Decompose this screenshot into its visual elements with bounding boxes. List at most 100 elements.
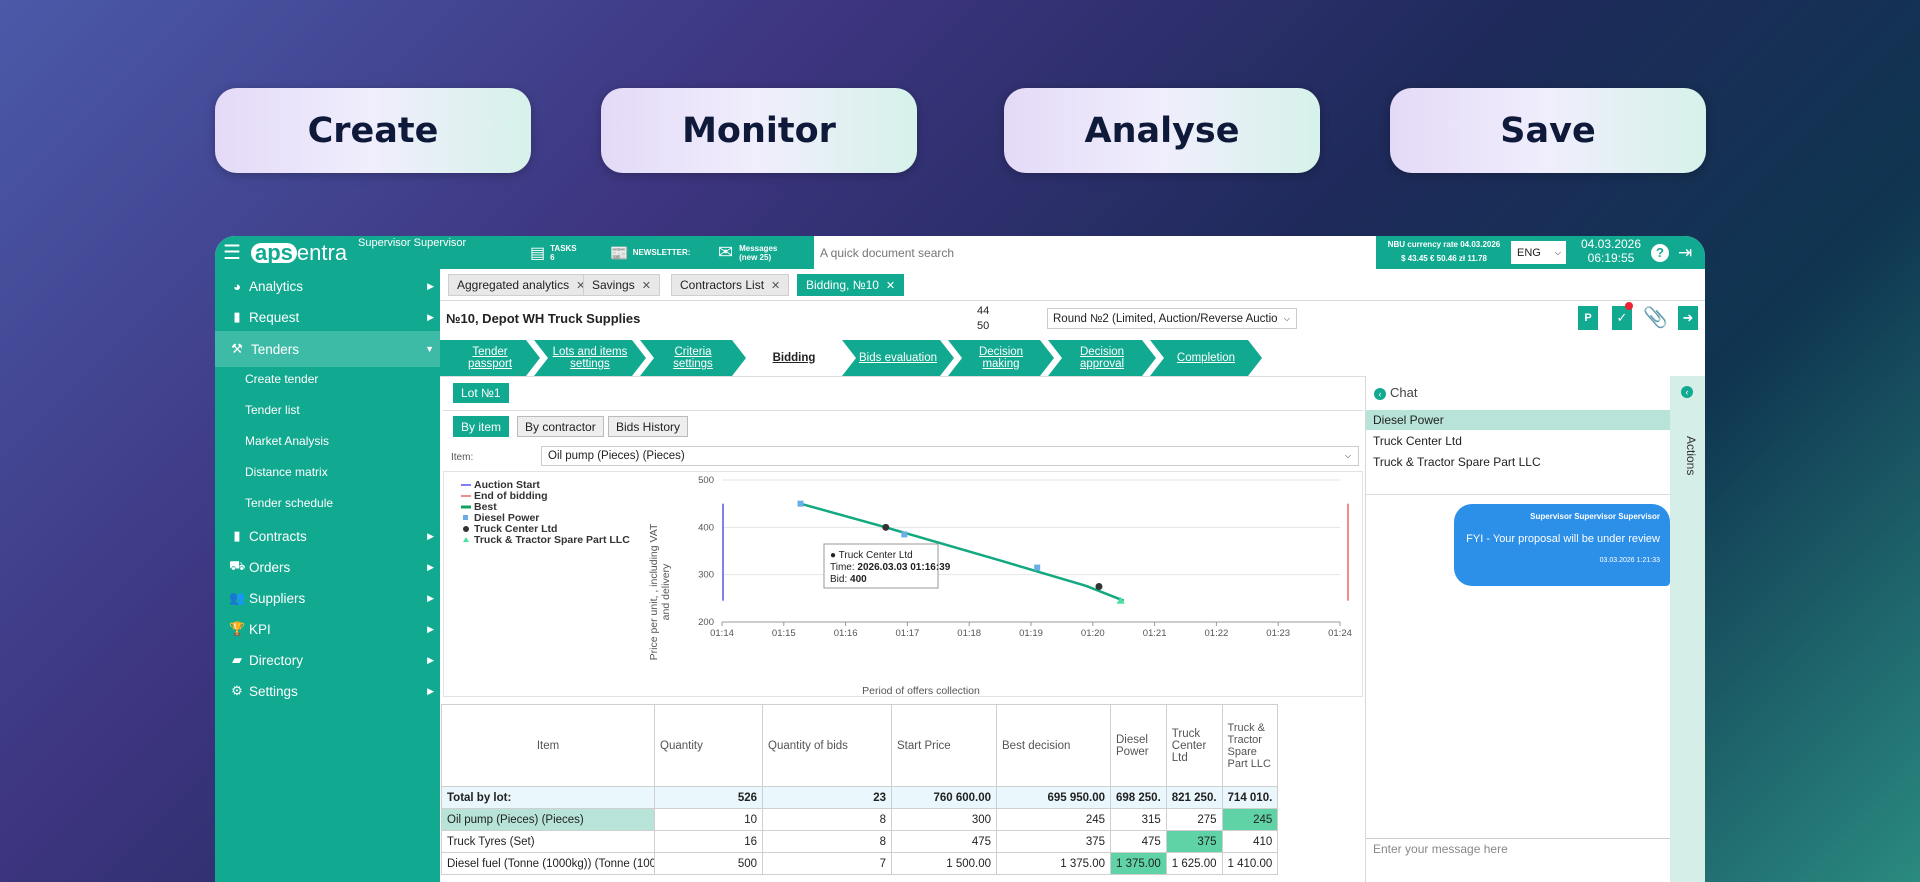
th-quantity-bids: Quantity of bids — [762, 704, 892, 787]
pdf-icon[interactable]: P — [1578, 306, 1598, 330]
chat-contact[interactable]: Truck Center Ltd — [1373, 434, 1462, 448]
chart-container: Auction Start End of bidding Best Diesel… — [443, 471, 1363, 697]
pie-chart-icon: ◕ — [233, 278, 241, 294]
chat-message-input[interactable]: Enter your message here — [1366, 838, 1671, 882]
legend-best: Best — [474, 501, 497, 513]
chat-contact[interactable]: Diesel Power — [1366, 410, 1671, 430]
sidebar-item-request[interactable]: ▮ Request ▶ — [215, 300, 440, 334]
envelope-icon: ✉ — [718, 242, 734, 262]
user-name: Supervisor Supervisor — [358, 237, 467, 249]
sidebar-item-settings[interactable]: ⚙ Settings ▶ — [215, 674, 440, 708]
tab-bidding[interactable]: Bidding, №10 ✕ — [797, 274, 905, 296]
sidebar-item-suppliers[interactable]: 👥 Suppliers ▶ — [229, 590, 434, 606]
analyse-button[interactable]: Analyse — [1004, 88, 1320, 173]
table-row[interactable]: Diesel fuel (Tonne (1000kg)) (Tonne (100… — [441, 852, 1279, 875]
y-tick-label: 300 — [698, 570, 714, 581]
item-select[interactable]: Oil pump (Pieces) (Pieces) ⌵ — [541, 446, 1359, 466]
currency-rate: NBU currency rate 04.03.2026 $ 43.45 € 50… — [1387, 240, 1501, 263]
table-row-total: Total by lot: 526 23 760 600.00 695 950.00 69… — [441, 786, 1279, 809]
svg-text:● Truck Center Ltd: ● Truck Center Ltd — [830, 550, 913, 561]
view-by-contractor[interactable]: By contractor — [517, 416, 604, 437]
app-window: ☰ aps entra Supervisor Supervisor ▤ TASKS… — [215, 236, 1705, 882]
step-tender-passport[interactable]: Tender passport — [440, 340, 540, 376]
bids-table: Item Quantity Quantity of bids Start Pri… — [441, 704, 1279, 875]
chat-title: ‹ Chat — [1374, 385, 1417, 400]
close-icon[interactable]: ✕ — [641, 279, 651, 292]
table-row[interactable]: Truck Tyres (Set) 16 8 475 375 475 375 410 — [441, 830, 1279, 853]
sidebar-item-directory[interactable]: ▰ Directory ▶ — [215, 643, 440, 677]
export-icon[interactable]: ➜ — [1678, 306, 1698, 330]
hamburger-menu-icon[interactable]: ☰ — [223, 242, 241, 264]
sidebar-item-contracts[interactable]: ▮ Contracts ▶ — [215, 519, 440, 553]
chat-message: Supervisor Supervisor Supervisor FYI - Y… — [1454, 504, 1670, 586]
chevron-left-icon[interactable]: ‹ — [1374, 388, 1386, 400]
legend-end-of-bidding: End of bidding — [474, 490, 547, 502]
x-tick-label: 01:17 — [896, 628, 920, 639]
checklist-icon[interactable]: ✓ — [1612, 306, 1632, 330]
sidebar-item-tenders[interactable]: ⚒ Tenders ▼ — [215, 331, 440, 367]
trophy-icon: 🏆 — [229, 621, 246, 636]
logo: aps entra — [251, 236, 347, 269]
gavel-icon: ⚒ — [231, 341, 243, 356]
svg-text:Price per unit, , including VA: Price per unit, , including VATand deliv… — [648, 523, 672, 660]
chevron-down-icon: ⌵ — [1554, 247, 1561, 257]
chat-contact[interactable]: Truck & Tractor Spare Part LLC — [1373, 455, 1541, 469]
view-bids-history[interactable]: Bids History — [608, 416, 689, 437]
newsletter-icon: 📰 — [610, 244, 629, 262]
tab-savings[interactable]: Savings ✕ — [583, 274, 660, 296]
close-icon[interactable]: ✕ — [771, 279, 781, 292]
sidebar-item-orders[interactable]: ⛟ Orders ▶ — [229, 558, 434, 575]
step-completion[interactable]: Completion — [1150, 340, 1262, 376]
sidebar-sub-tender-schedule[interactable]: Tender schedule — [245, 496, 334, 510]
sidebar-sub-distance-matrix[interactable]: Distance matrix — [245, 465, 328, 479]
monitor-button[interactable]: Monitor — [601, 88, 917, 173]
step-bids-evaluation[interactable]: Bids evaluation — [842, 340, 954, 376]
logout-icon[interactable]: ⇥ — [1678, 242, 1693, 262]
step-lots-items[interactable]: Lots and items settings — [534, 340, 646, 376]
help-icon[interactable]: ? — [1651, 236, 1669, 269]
step-criteria[interactable]: Criteria settings — [640, 340, 746, 376]
newsletter-button[interactable]: 📰 NEWSLETTER: — [610, 244, 691, 262]
sidebar-sub-market-analysis[interactable]: Market Analysis — [245, 434, 330, 448]
item-label: Item: — [451, 452, 474, 463]
round-select[interactable]: Round №2 (Limited, Auction/Reverse Aucti… — [1047, 308, 1297, 329]
messages-button[interactable]: ✉ Messages (new 25) — [718, 242, 778, 262]
x-tick-label: 01:21 — [1143, 628, 1167, 639]
legend-truck-tractor: Truck & Tractor Spare Part LLC — [474, 534, 630, 546]
chevron-down-icon: ⌵ — [1344, 451, 1351, 460]
view-by-item[interactable]: By item — [453, 416, 510, 437]
sidebar-sub-create-tender[interactable]: Create tender — [245, 372, 319, 386]
close-icon[interactable]: ✕ — [576, 279, 586, 292]
chevron-left-icon[interactable]: ‹ — [1681, 386, 1693, 398]
quick-search-input[interactable] — [814, 236, 1376, 269]
step-decision-approval[interactable]: Decision approval — [1048, 340, 1156, 376]
lot-button[interactable]: Lot №1 — [453, 383, 509, 403]
tab-aggregated-analytics[interactable]: Aggregated analytics ✕ — [448, 274, 595, 296]
table-row[interactable]: Oil pump (Pieces) (Pieces) 10 8 300 245 315 27… — [441, 808, 1279, 831]
sidebar-item-analytics[interactable]: ◕ Analytics ▶ — [215, 269, 440, 303]
sidebar-sub-tender-list[interactable]: Tender list — [245, 403, 300, 417]
legend-auction-start: Auction Start — [474, 479, 540, 491]
actions-sidebar[interactable]: ‹ Actions — [1670, 376, 1705, 882]
th-best-decision: Best decision — [996, 704, 1111, 787]
top-bar: ☰ aps entra Supervisor Supervisor ▤ TASKS… — [215, 236, 1705, 269]
svg-text:Bid: 400: Bid: 400 — [830, 574, 867, 585]
th-truck-tractor: Truck & Tractor Spare Part LLC — [1221, 704, 1279, 787]
paperclip-icon[interactable]: 📎 — [1643, 307, 1668, 329]
close-icon[interactable]: ✕ — [885, 279, 896, 292]
tab-contractors-list[interactable]: Contractors List ✕ — [671, 274, 790, 296]
step-decision-making[interactable]: Decision making — [948, 340, 1054, 376]
language-select[interactable]: ENG ⌵ — [1511, 241, 1566, 264]
tasks-button[interactable]: ▤ TASKS 6 — [530, 243, 577, 262]
sidebar-item-kpi[interactable]: 🏆 KPI ▶ — [229, 621, 434, 637]
y-tick-label: 400 — [698, 522, 714, 533]
step-bidding[interactable]: Bidding — [740, 340, 848, 376]
th-start-price: Start Price — [891, 704, 997, 787]
save-button[interactable]: Save — [1390, 88, 1706, 173]
gears-icon: ⚙ — [231, 683, 243, 698]
create-button[interactable]: Create — [215, 88, 531, 173]
sidebar: ◕ Analytics ▶ ▮ Request ▶ ⚒ Tenders ▼ Create t… — [215, 269, 440, 882]
truck-center-point — [1095, 583, 1103, 590]
svg-text:Time: 2026.03.03 01:16:39: Time: 2026.03.03 01:16:39 — [830, 562, 951, 573]
diesel-point — [1034, 564, 1041, 571]
